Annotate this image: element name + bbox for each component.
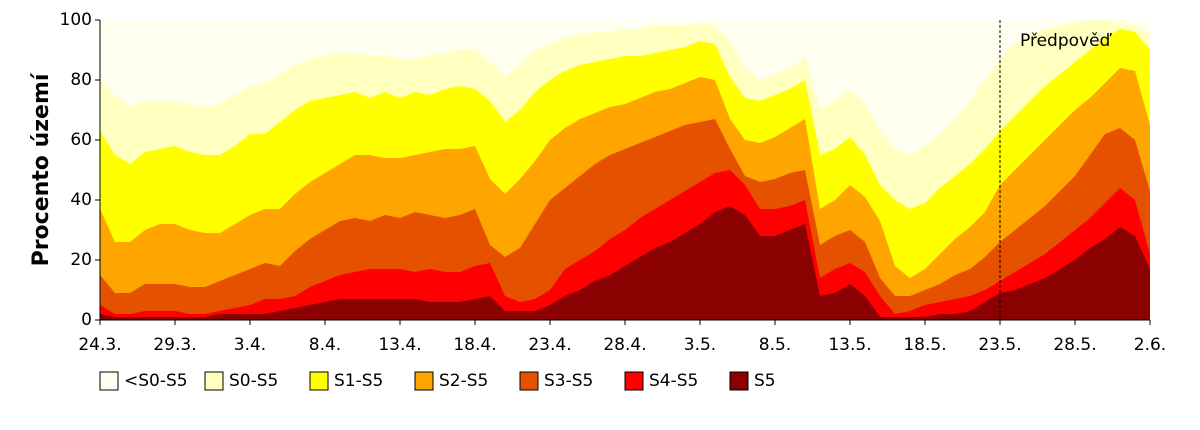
legend-swatch [729,371,749,391]
area [100,119,1150,320]
x-tick-label: 13.4. [378,335,421,355]
x-tick-label: 3.4. [234,335,266,355]
legend-label: S4-S5 [649,371,698,391]
legend-swatch [414,371,434,391]
y-tick-label: 80 [70,70,92,90]
legend-swatch [519,371,539,391]
x-tick-label: 18.4. [453,335,496,355]
legend-label: S0-S5 [229,371,278,391]
x-tick-label: 2.6. [1134,335,1166,355]
area [100,206,1150,320]
x-tick-label: 29.3. [153,335,196,355]
y-tick-label: 60 [70,130,92,150]
annotation: Předpověď [1020,31,1113,51]
x-tick-label: 3.5. [684,335,716,355]
legend-swatch [309,371,329,391]
y-tick-label: 100 [60,10,92,30]
legend-label: S2-S5 [439,371,488,391]
x-tick-label: 8.5. [759,335,791,355]
y-tick-label: 20 [70,250,92,270]
x-tick-label: 23.4. [528,335,571,355]
legend-label: S3-S5 [544,371,593,391]
legend-label: S5 [754,371,776,391]
area [100,170,1150,320]
x-tick-label: 28.5. [1053,335,1096,355]
legend-label: S1-S5 [334,371,383,391]
legend-swatch [204,371,224,391]
y-tick-label: 0 [81,310,92,330]
x-tick-label: 23.5. [978,335,1021,355]
x-tick-label: 13.5. [828,335,871,355]
x-tick-label: 24.3. [78,335,121,355]
legend-swatch [624,371,644,391]
x-tick-label: 8.4. [309,335,341,355]
legend-swatch [99,371,119,391]
x-tick-label: 18.5. [903,335,946,355]
legend-label: <S0-S5 [124,371,188,391]
x-tick-label: 28.4. [603,335,646,355]
y-tick-label: 40 [70,190,92,210]
y-axis-label: Procento území [29,72,54,266]
